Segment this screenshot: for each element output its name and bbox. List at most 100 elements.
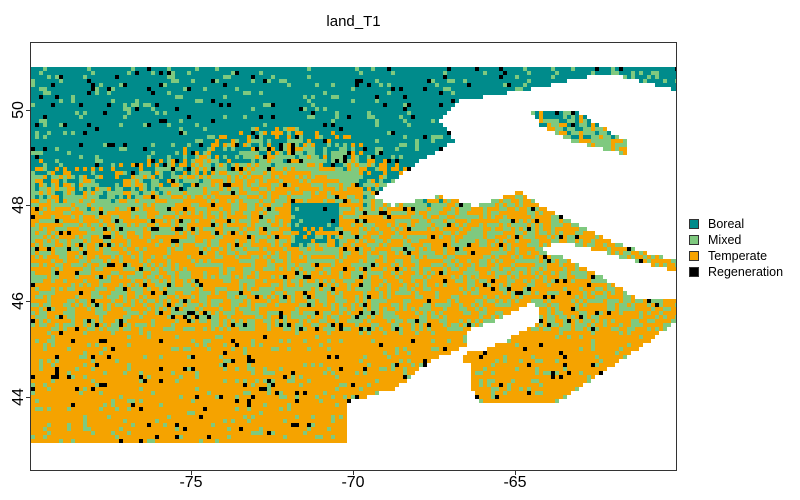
raster-cell xyxy=(127,131,131,135)
raster-cell xyxy=(179,231,183,235)
raster-cell xyxy=(547,115,551,119)
raster-cell xyxy=(519,79,523,83)
raster-cell xyxy=(119,103,123,107)
raster-cell xyxy=(207,207,211,211)
raster-cell xyxy=(211,111,215,115)
raster-cell xyxy=(55,219,59,223)
raster-cell xyxy=(219,131,223,135)
raster-cell xyxy=(519,83,523,87)
raster-cell xyxy=(235,235,239,239)
raster-cell xyxy=(75,191,79,195)
raster-cell xyxy=(123,183,127,187)
raster-cell xyxy=(463,83,467,87)
raster-cell xyxy=(447,203,451,207)
raster-cell xyxy=(591,71,595,75)
raster-cell xyxy=(355,215,359,219)
raster-cell xyxy=(355,191,359,195)
raster-cell xyxy=(411,155,415,159)
raster-cell xyxy=(399,211,403,215)
raster-cell xyxy=(283,111,287,115)
raster-cell xyxy=(571,71,575,75)
raster-cell xyxy=(163,127,167,131)
raster-cell xyxy=(303,187,307,191)
raster-cell xyxy=(67,223,71,227)
raster-cell xyxy=(419,107,423,111)
raster-cell xyxy=(291,111,295,115)
raster-cell xyxy=(331,151,335,155)
raster-cell xyxy=(59,199,63,203)
raster-cell xyxy=(375,171,379,175)
raster-cell xyxy=(175,159,179,163)
raster-cell xyxy=(195,119,199,123)
raster-cell xyxy=(215,223,219,227)
raster-cell xyxy=(395,151,399,155)
raster-cell xyxy=(347,131,351,135)
raster-cell xyxy=(651,79,655,83)
raster-cell xyxy=(75,123,79,127)
raster-cell xyxy=(411,111,415,115)
raster-cell xyxy=(39,119,43,123)
raster-cell xyxy=(307,87,311,91)
raster-cell xyxy=(463,231,467,235)
raster-cell xyxy=(399,163,403,167)
raster-cell xyxy=(487,91,491,95)
raster-cell xyxy=(371,179,375,183)
raster-cell xyxy=(323,71,327,75)
raster-cell xyxy=(35,219,39,223)
raster-cell xyxy=(39,163,43,167)
raster-cell xyxy=(279,191,283,195)
raster-cell xyxy=(443,215,447,219)
raster-cell xyxy=(199,223,203,227)
raster-cell xyxy=(303,75,307,79)
raster-cell xyxy=(207,107,211,111)
raster-cell xyxy=(87,195,91,199)
raster-cell xyxy=(227,207,231,211)
raster-cell xyxy=(431,83,435,87)
raster-cell xyxy=(39,143,43,147)
raster-cell xyxy=(427,151,431,155)
raster-cell xyxy=(167,147,171,151)
raster-cell xyxy=(299,143,303,147)
raster-cell xyxy=(139,199,143,203)
raster-cell xyxy=(75,227,79,231)
raster-cell xyxy=(247,67,251,71)
raster-cell xyxy=(547,223,551,227)
raster-cell xyxy=(195,127,199,131)
raster-cell xyxy=(295,143,299,147)
raster-cell xyxy=(195,171,199,175)
raster-cell xyxy=(275,115,279,119)
raster-cell xyxy=(399,75,403,79)
raster-cell xyxy=(123,235,127,239)
raster-cell xyxy=(371,171,375,175)
raster-cell xyxy=(247,103,251,107)
raster-cell xyxy=(359,147,363,151)
raster-cell xyxy=(31,71,35,75)
raster-cell xyxy=(575,75,579,79)
raster-cell xyxy=(283,183,287,187)
raster-cell xyxy=(67,79,71,83)
raster-cell xyxy=(243,203,247,207)
raster-cell xyxy=(79,87,83,91)
raster-cell xyxy=(203,211,207,215)
raster-cell xyxy=(319,147,323,151)
raster-cell xyxy=(79,115,83,119)
raster-cell xyxy=(203,115,207,119)
raster-cell xyxy=(159,95,163,99)
raster-cell xyxy=(527,219,531,223)
raster-cell xyxy=(407,99,411,103)
raster-cell xyxy=(67,207,71,211)
raster-cell xyxy=(155,219,159,223)
raster-cell xyxy=(79,95,83,99)
raster-cell xyxy=(323,155,327,159)
raster-cell xyxy=(75,83,79,87)
raster-cell xyxy=(283,127,287,131)
raster-cell xyxy=(363,87,367,91)
raster-cell xyxy=(555,119,559,123)
raster-cell xyxy=(67,95,71,99)
raster-cell xyxy=(239,187,243,191)
raster-cell xyxy=(279,163,283,167)
raster-cell xyxy=(287,207,291,211)
raster-cell xyxy=(119,75,123,79)
raster-cell xyxy=(31,143,35,147)
raster-cell xyxy=(335,107,339,111)
